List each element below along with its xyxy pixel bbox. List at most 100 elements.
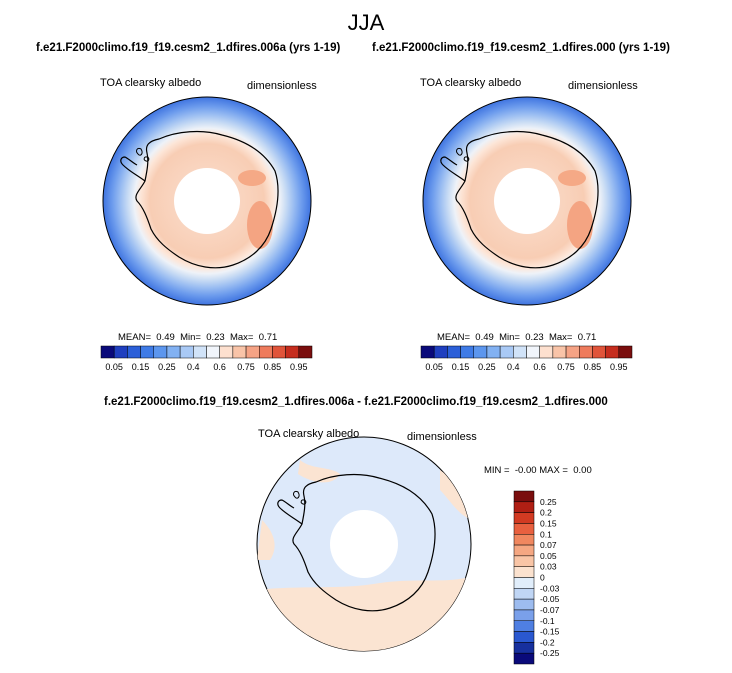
panel-right-units: dimensionless [568, 80, 638, 92]
panel-right-stats: MEAN= 0.49 Min= 0.23 Max= 0.71 [437, 332, 596, 343]
colorbar-tick-label: 0.85 [264, 362, 282, 372]
diff-max-value: 0.00 [573, 465, 592, 476]
colorbar-swatch [513, 345, 527, 359]
colorbar-swatch [513, 652, 535, 665]
colorbar-tick-label: 0.6 [533, 362, 546, 372]
colorbar-swatch [272, 345, 286, 359]
colorbar-tick-label: 0.4 [507, 362, 520, 372]
colorbar-tick-label: 0.15 [452, 362, 470, 372]
colorbar-tick-label: -0.15 [540, 627, 560, 637]
colorbar-swatch [513, 609, 535, 621]
colorbar-right: 0.05 0.15 0.25 0.4 0.6 0.75 0.85 0.95 [420, 345, 633, 372]
colorbar-swatch [499, 345, 514, 359]
colorbar-tick-label: 0.25 [540, 497, 557, 507]
colorbar-swatch [526, 345, 540, 359]
diff-stats: MIN = -0.00 MAX = 0.00 [484, 465, 592, 476]
colorbar-swatch [539, 345, 554, 359]
colorbar-swatch [460, 345, 474, 359]
colorbar-tick-label: 0.07 [540, 540, 557, 550]
high-albedo-patch [238, 170, 266, 186]
colorbar-swatch [285, 345, 300, 359]
colorbar-swatch [513, 577, 535, 589]
colorbar-tick-label: 0.25 [158, 362, 176, 372]
colorbar-swatch [113, 345, 128, 359]
colorbar-swatch [140, 345, 154, 359]
colorbar-tick-label: 0.1 [540, 529, 552, 539]
polar-gap [494, 168, 560, 234]
colorbar-tick-label: -0.05 [540, 594, 560, 604]
diff-units: dimensionless [407, 431, 477, 443]
high-albedo-patch [558, 170, 586, 186]
colorbar-swatch [179, 345, 194, 359]
colorbar-tick-label: 0.95 [290, 362, 308, 372]
colorbar-tick-label: -0.1 [540, 616, 555, 626]
min-label: Min= [499, 332, 520, 343]
diff-min-label: MIN = [484, 465, 510, 476]
colorbar-swatch [100, 345, 115, 359]
colorbar-swatch [206, 345, 220, 359]
colorbar-swatch [447, 345, 461, 359]
colorbar-swatch [127, 345, 141, 359]
colorbar-tick-label: -0.25 [540, 648, 560, 658]
colorbar-swatch [513, 642, 535, 654]
positive-diff-region [257, 520, 275, 560]
colorbar-tick-label: 0.4 [187, 362, 200, 372]
colorbar-tick-label: 0.15 [540, 518, 557, 528]
panel-right-variable: TOA clearsky albedo [420, 77, 522, 89]
colorbar-swatch [298, 345, 313, 359]
colorbar-swatch [486, 345, 501, 359]
colorbar-swatch [592, 345, 606, 359]
polar-gap [174, 168, 240, 234]
colorbar-swatch [245, 345, 260, 359]
min-value: 0.23 [206, 332, 225, 343]
panel-left-variable: TOA clearsky albedo [100, 77, 202, 89]
high-albedo-patch [567, 201, 593, 249]
colorbar-swatch [420, 345, 435, 359]
colorbar-swatch [618, 345, 633, 359]
colorbar-left: 0.05 0.15 0.25 0.4 0.6 0.75 0.85 0.95 [100, 345, 313, 372]
colorbar-swatch [513, 490, 535, 503]
panel-left-map [102, 96, 312, 306]
colorbar-swatch [513, 512, 535, 524]
diff-max-label: MAX = [539, 465, 568, 476]
mean-value: 0.49 [156, 332, 175, 343]
colorbar-swatch [153, 345, 168, 359]
mean-label: MEAN= [437, 332, 470, 343]
max-label: Max= [229, 332, 254, 343]
colorbar-swatch [513, 588, 535, 600]
max-value: 0.71 [577, 332, 597, 343]
colorbar-swatch [513, 555, 535, 567]
colorbar-tick-label: 0.05 [105, 362, 123, 372]
colorbar-tick-label: 0.75 [237, 362, 255, 372]
polar-gap [330, 510, 398, 578]
colorbar-tick-label: 0.2 [540, 508, 552, 518]
min-value: 0.23 [525, 332, 544, 343]
colorbar-swatch [513, 598, 535, 611]
colorbar-swatch [219, 345, 234, 359]
colorbar-tick-label: 0.05 [540, 551, 557, 561]
colorbar-diff: 0.250.20.150.10.070.050.030-0.03-0.05-0.… [513, 490, 560, 665]
colorbar-swatch [473, 345, 488, 359]
figure-title: JJA [347, 10, 385, 35]
max-value: 0.71 [258, 332, 278, 343]
colorbar-swatch [513, 631, 535, 643]
min-label: Min= [180, 332, 201, 343]
colorbar-swatch [552, 345, 567, 359]
colorbar-swatch [193, 345, 207, 359]
mean-value: 0.49 [475, 332, 494, 343]
colorbar-tick-label: -0.2 [540, 637, 555, 647]
panel-right-map [422, 96, 632, 306]
colorbar-swatch [605, 345, 620, 359]
diff-variable: TOA clearsky albedo [258, 428, 360, 440]
diff-title: f.e21.F2000climo.f19_f19.cesm2_1.dfires.… [104, 396, 608, 408]
panel-left-units: dimensionless [247, 80, 317, 92]
colorbar-tick-label: 0.85 [584, 362, 602, 372]
colorbar-swatch [166, 345, 181, 359]
colorbar-tick-label: 0.95 [610, 362, 628, 372]
panel-right-title: f.e21.F2000climo.f19_f19.cesm2_1.dfires.… [372, 42, 670, 54]
colorbar-tick-label: -0.03 [540, 583, 560, 593]
colorbar-tick-label: 0.6 [213, 362, 226, 372]
colorbar-tick-label: 0 [540, 573, 545, 583]
positive-diff-region [440, 470, 471, 520]
colorbar-swatch [565, 345, 580, 359]
